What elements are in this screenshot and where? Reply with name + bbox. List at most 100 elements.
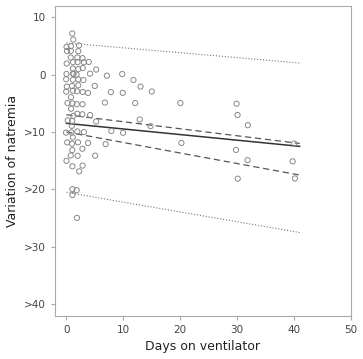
Point	[138, 84, 143, 89]
Point	[69, 163, 75, 169]
Point	[93, 118, 99, 124]
Point	[64, 158, 69, 164]
Point	[79, 55, 85, 61]
Point	[234, 101, 240, 107]
Point	[79, 111, 85, 117]
Point	[65, 100, 70, 106]
Point	[74, 88, 80, 94]
Point	[70, 71, 76, 77]
Point	[64, 44, 69, 50]
Point	[132, 100, 138, 106]
Point	[233, 147, 239, 153]
Point	[70, 37, 76, 42]
Point	[108, 89, 114, 95]
Point	[87, 71, 93, 76]
Point	[120, 130, 126, 136]
Point	[80, 89, 86, 95]
Point	[85, 90, 91, 96]
Point	[75, 153, 81, 159]
Point	[69, 186, 75, 192]
Point	[75, 59, 81, 65]
Point	[86, 59, 92, 65]
Point	[81, 77, 86, 83]
Point	[76, 83, 81, 88]
Point	[76, 43, 82, 48]
Point	[63, 89, 69, 94]
Point	[65, 117, 71, 123]
Point	[70, 77, 76, 83]
Point	[76, 168, 82, 174]
Point	[234, 112, 240, 118]
Point	[74, 129, 80, 134]
Point	[69, 118, 75, 124]
Point	[292, 176, 298, 181]
Point	[76, 76, 81, 82]
Point	[69, 147, 75, 153]
Point	[74, 215, 80, 221]
Point	[290, 158, 295, 164]
Point	[70, 59, 76, 65]
Point	[68, 94, 74, 100]
Point	[137, 117, 143, 122]
Point	[64, 84, 70, 89]
Point	[93, 67, 99, 73]
Point	[80, 65, 86, 71]
Point	[102, 100, 108, 106]
Point	[104, 73, 110, 79]
Point	[87, 112, 93, 118]
Point	[81, 59, 87, 65]
Point	[68, 153, 74, 158]
Point	[74, 101, 79, 107]
Point	[64, 140, 70, 145]
Point	[79, 146, 85, 151]
Point	[74, 111, 80, 117]
Point	[64, 71, 69, 77]
Point	[245, 157, 250, 163]
Point	[69, 130, 74, 135]
Point	[149, 89, 155, 94]
Point	[64, 61, 70, 66]
Point	[70, 66, 76, 71]
Point	[64, 48, 70, 54]
Point	[80, 163, 86, 168]
Point	[69, 31, 75, 36]
Point	[69, 123, 75, 129]
Point	[69, 141, 75, 146]
Point	[92, 153, 98, 159]
Point	[79, 101, 85, 107]
Point	[70, 71, 76, 76]
Point	[81, 129, 87, 135]
Point	[109, 128, 114, 134]
Point	[63, 76, 69, 82]
Point	[70, 101, 76, 106]
Point	[68, 43, 74, 49]
Point	[235, 176, 241, 182]
Point	[131, 77, 136, 83]
Point	[92, 83, 98, 89]
Point	[69, 83, 75, 89]
Y-axis label: Variation of natremia: Variation of natremia	[5, 95, 19, 227]
Point	[245, 122, 251, 128]
Point	[68, 55, 74, 60]
Point	[291, 141, 297, 146]
Point	[74, 55, 80, 60]
X-axis label: Days on ventilator: Days on ventilator	[146, 340, 260, 354]
Point	[63, 130, 69, 135]
Point	[76, 66, 81, 72]
Point	[120, 90, 126, 96]
Point	[178, 100, 183, 106]
Point	[70, 113, 76, 119]
Point	[148, 123, 154, 129]
Point	[85, 140, 91, 146]
Point	[69, 192, 75, 198]
Point	[119, 71, 125, 77]
Point	[68, 48, 74, 54]
Point	[74, 72, 79, 78]
Point	[76, 48, 81, 54]
Point	[70, 88, 76, 94]
Point	[70, 135, 76, 140]
Point	[75, 139, 81, 145]
Point	[103, 141, 109, 147]
Point	[68, 106, 74, 112]
Point	[74, 187, 79, 193]
